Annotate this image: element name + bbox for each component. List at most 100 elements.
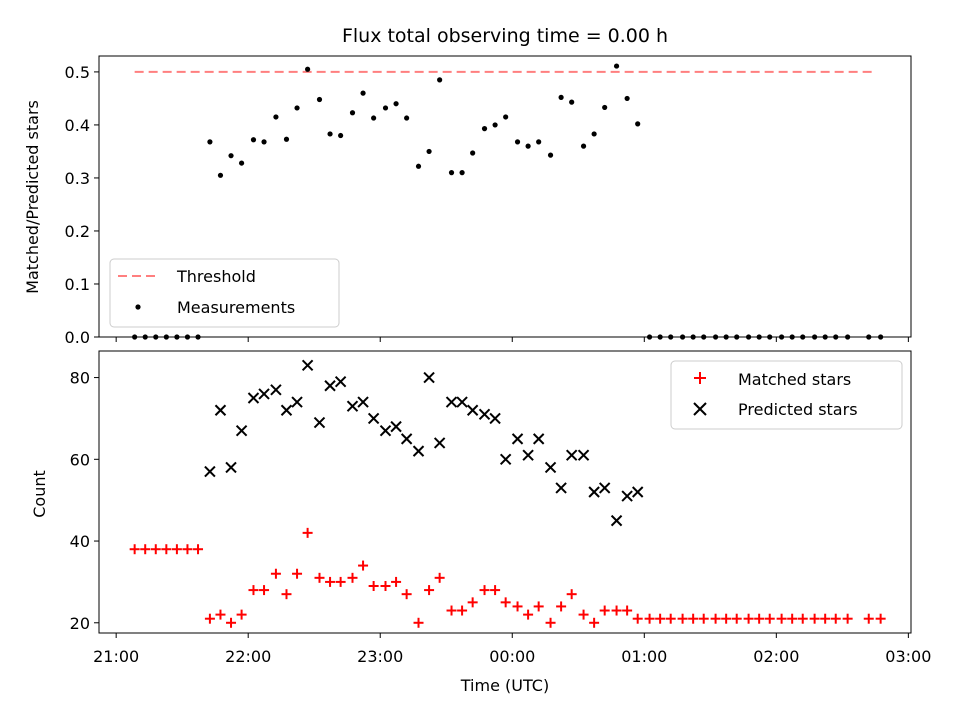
matched-star-point [413, 617, 424, 628]
counts-y-tick-label: 20 [70, 614, 90, 633]
predicted-legend-marker [693, 402, 707, 416]
matched-star-point [578, 609, 589, 620]
ratio-marks [132, 63, 884, 340]
predicted-star-point [400, 433, 413, 445]
matched-star-point [523, 609, 534, 620]
counts-panel: 20 40 60 80 21:00 22:00 23:00 00:00 01:00 02:00 0… [30, 350, 931, 695]
measurement-point [228, 153, 234, 159]
matched-star-point [140, 544, 151, 555]
ratio-y-tick-label: 0.4 [65, 116, 90, 135]
matched-star-point [611, 605, 622, 616]
matched-star-point [248, 585, 259, 596]
measurement-point [217, 172, 224, 178]
predicted-star-point [334, 375, 347, 388]
ratio-y-tick-label: 0.0 [65, 328, 90, 347]
matched-legend-marker [694, 372, 706, 384]
matched-star-point [863, 613, 874, 624]
matched-legend-label: Matched stars [738, 370, 851, 389]
matched-star-point [754, 613, 765, 624]
predicted-star-point [357, 396, 369, 408]
measurements-legend-label: Measurements [177, 298, 295, 317]
predicted-star-point [390, 420, 402, 433]
matched-star-point [820, 613, 831, 624]
predicted-star-point [433, 437, 446, 449]
predicted-star-point [489, 412, 501, 425]
matched-star-point [270, 568, 281, 579]
matched-star-point [226, 617, 237, 628]
measurement-point [393, 101, 399, 107]
matched-star-point [182, 544, 193, 555]
matched-star-point [566, 589, 577, 600]
matched-star-point [171, 544, 182, 555]
predicted-star-point [522, 449, 534, 461]
matched-star-point [129, 544, 140, 555]
x-tick-label: 22:00 [225, 647, 271, 666]
matched-star-point [589, 617, 600, 628]
matched-star-point [776, 613, 787, 624]
predicted-star-point [598, 482, 611, 494]
predicted-star-point [313, 416, 326, 429]
matched-star-point [434, 572, 445, 583]
measurement-point [283, 136, 290, 142]
predicted-star-point [445, 396, 458, 408]
measurement-point [569, 99, 575, 105]
x-tick-label: 23:00 [357, 647, 403, 666]
matched-star-point [512, 601, 523, 612]
predicted-star-point [225, 461, 237, 474]
counts-legend: Matched stars Predicted stars [670, 360, 903, 430]
predicted-star-point [478, 408, 491, 421]
x-tick-label: 00:00 [489, 647, 535, 666]
matched-star-point [161, 544, 172, 555]
matched-star-point [764, 613, 775, 624]
matched-star-point [467, 597, 478, 608]
ratio-y-tick-label: 0.3 [65, 169, 90, 188]
matched-star-point [688, 613, 699, 624]
predicted-star-point [204, 465, 216, 478]
predicted-star-point [466, 404, 479, 416]
predicted-star-point [610, 514, 623, 527]
matched-star-point [314, 572, 325, 583]
measurement-point [207, 139, 213, 145]
counts-x-ticks: 21:00 22:00 23:00 00:00 01:00 02:00 03:00 [93, 633, 931, 666]
matched-star-point [401, 589, 412, 600]
predicted-star-point [280, 404, 293, 416]
measurement-point [514, 139, 521, 145]
ratio-y-axis-label: Matched/Predicted stars [23, 100, 42, 294]
matched-star-point [281, 589, 292, 600]
measurement-point [459, 170, 465, 176]
predicted-star-point [555, 482, 567, 494]
measurement-point [360, 90, 366, 96]
matched-star-point [500, 597, 511, 608]
matched-star-point [204, 613, 215, 624]
measurement-point [503, 114, 509, 120]
ratio-x-ticks [115, 337, 909, 342]
measurement-point [371, 115, 377, 121]
predicted-star-point [291, 396, 303, 408]
matched-star-point [457, 605, 468, 616]
threshold-legend-label: Threshold [176, 267, 256, 286]
matched-star-point [622, 605, 633, 616]
ratio-y-tick-label: 0.1 [65, 275, 90, 294]
x-tick-label: 03:00 [885, 647, 931, 666]
predicted-star-point [544, 461, 557, 474]
matched-star-point [875, 613, 886, 624]
chart-title: Flux total observing time = 0.00 h [342, 25, 668, 47]
predicted-star-point [499, 453, 512, 466]
matched-star-point [215, 609, 226, 620]
measurement-point [238, 160, 245, 166]
measurement-point [349, 110, 356, 116]
matched-star-point [236, 609, 247, 620]
matched-star-point [721, 613, 732, 624]
matched-star-point [335, 576, 346, 587]
predicted-star-point [456, 396, 468, 408]
matched-star-point [391, 576, 402, 587]
measurement-point [492, 122, 498, 128]
predicted-star-point [565, 449, 578, 461]
measurement-point [558, 94, 564, 100]
measurement-point [327, 131, 333, 137]
predicted-star-point [235, 424, 248, 437]
matched-star-point [599, 605, 610, 616]
matched-star-point [743, 613, 754, 624]
counts-axes-frame [98, 350, 912, 634]
predicted-star-point [588, 486, 600, 498]
